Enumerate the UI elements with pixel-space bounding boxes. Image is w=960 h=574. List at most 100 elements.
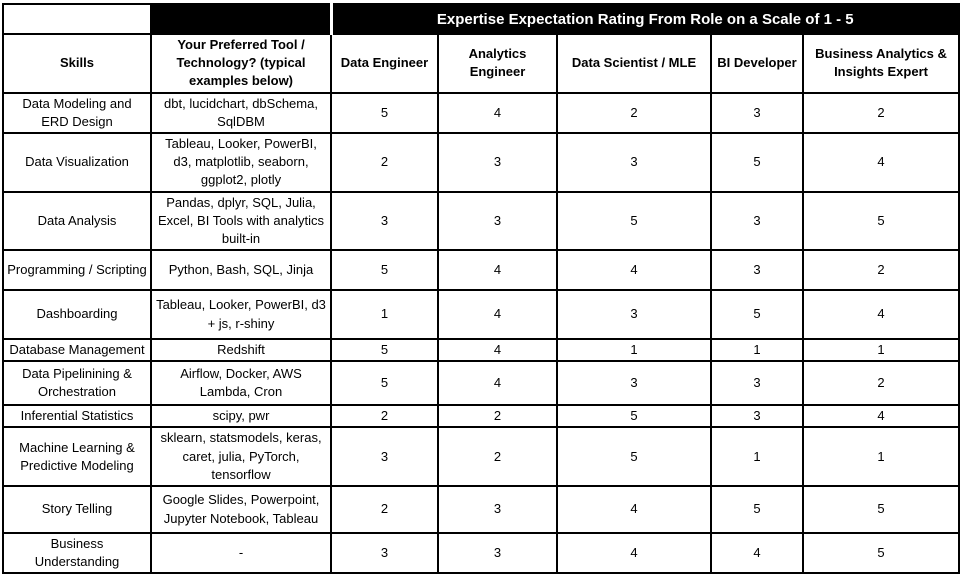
rating-cell: 4 [801, 289, 960, 341]
rating-cell: 3 [330, 426, 439, 487]
tool-cell: sklearn, statsmodels, keras, caret, juli… [150, 426, 332, 487]
rating-cell: 5 [556, 404, 712, 429]
rating-cell: 2 [330, 485, 439, 534]
rating-cell: 5 [801, 485, 960, 534]
rating-cell: 5 [710, 485, 804, 534]
rating-cell: 4 [801, 404, 960, 429]
rating-cell: 4 [437, 338, 558, 363]
rating-cell: 2 [801, 360, 960, 407]
rating-cell: 1 [801, 338, 960, 363]
tool-cell: Google Slides, Powerpoint, Jupyter Noteb… [150, 485, 332, 534]
rating-cell: 3 [330, 531, 439, 574]
rating-cell: 5 [710, 131, 804, 193]
table-row: Database Management Redshift 5 4 1 1 1 [2, 338, 960, 363]
rating-cell: 3 [437, 190, 558, 252]
column-header-role-business-analytics: Business Analytics & Insights Expert [801, 33, 960, 94]
rating-cell: 2 [330, 131, 439, 193]
rating-cell: 2 [801, 91, 960, 134]
table-row: Data Pipelinining & Orchestration Airflo… [2, 360, 960, 407]
column-header-skills: Skills [2, 33, 152, 94]
rating-cell: 2 [437, 404, 558, 429]
expertise-rating-table: Expertise Expectation Rating From Role o… [2, 3, 960, 574]
column-header-role-bi-developer: BI Developer [710, 33, 804, 94]
skill-cell: Business Understanding [2, 531, 152, 574]
column-header-role-data-scientist-mle: Data Scientist / MLE [556, 33, 712, 94]
rating-cell: 4 [437, 249, 558, 292]
rating-cell: 4 [710, 531, 804, 574]
tool-cell: Pandas, dplyr, SQL, Julia, Excel, BI Too… [150, 190, 332, 252]
rating-cell: 4 [437, 91, 558, 134]
banner-title: Expertise Expectation Rating From Role o… [329, 3, 960, 35]
rating-cell: 5 [330, 249, 439, 292]
banner-filler-cell [150, 3, 332, 35]
table-row: Data Modeling and ERD Design dbt, lucidc… [2, 91, 960, 134]
column-header-role-analytics-engineer: Analytics Engineer [437, 33, 558, 94]
rating-cell: 4 [556, 249, 712, 292]
rating-cell: 1 [801, 426, 960, 487]
table-row: Business Understanding - 3 3 4 4 5 [2, 531, 960, 574]
column-header-tool: Your Preferred Tool / Technology? (typic… [150, 33, 332, 94]
skill-cell: Inferential Statistics [2, 404, 152, 429]
skill-cell: Story Telling [2, 485, 152, 534]
skill-cell: Data Visualization [2, 131, 152, 193]
rating-cell: 1 [556, 338, 712, 363]
skill-cell: Database Management [2, 338, 152, 363]
tool-cell: Airflow, Docker, AWS Lambda, Cron [150, 360, 332, 407]
table-row: Programming / Scripting Python, Bash, SQ… [2, 249, 960, 292]
rating-cell: 3 [437, 485, 558, 534]
table-row: Dashboarding Tableau, Looker, PowerBI, d… [2, 289, 960, 341]
rating-cell: 2 [801, 249, 960, 292]
skill-cell: Data Pipelinining & Orchestration [2, 360, 152, 407]
table-row: Machine Learning & Predictive Modeling s… [2, 426, 960, 487]
tool-cell: Tableau, Looker, PowerBI, d3, matplotlib… [150, 131, 332, 193]
rating-cell: 4 [437, 360, 558, 407]
rating-cell: 5 [330, 91, 439, 134]
banner-row: Expertise Expectation Rating From Role o… [2, 3, 960, 35]
tool-cell: - [150, 531, 332, 574]
rating-cell: 5 [556, 190, 712, 252]
rating-cell: 3 [556, 131, 712, 193]
column-header-row: Skills Your Preferred Tool / Technology?… [2, 33, 960, 94]
column-header-role-data-engineer: Data Engineer [330, 33, 439, 94]
tool-cell: dbt, lucidchart, dbSchema, SqlDBM [150, 91, 332, 134]
skill-cell: Data Modeling and ERD Design [2, 91, 152, 134]
rating-cell: 4 [437, 289, 558, 341]
rating-cell: 3 [710, 190, 804, 252]
tool-cell: Python, Bash, SQL, Jinja [150, 249, 332, 292]
rating-cell: 4 [801, 131, 960, 193]
rating-cell: 3 [710, 360, 804, 407]
rating-cell: 5 [801, 190, 960, 252]
table-row: Inferential Statistics scipy, pwr 2 2 5 … [2, 404, 960, 429]
tool-cell: scipy, pwr [150, 404, 332, 429]
rating-cell: 5 [556, 426, 712, 487]
skill-cell: Programming / Scripting [2, 249, 152, 292]
table-row: Story Telling Google Slides, Powerpoint,… [2, 485, 960, 534]
rating-cell: 5 [710, 289, 804, 341]
skill-cell: Data Analysis [2, 190, 152, 252]
rating-cell: 5 [801, 531, 960, 574]
rating-cell: 3 [710, 249, 804, 292]
rating-cell: 2 [330, 404, 439, 429]
rating-cell: 3 [437, 131, 558, 193]
rating-cell: 5 [330, 338, 439, 363]
skill-cell: Dashboarding [2, 289, 152, 341]
rating-cell: 2 [556, 91, 712, 134]
rating-cell: 1 [710, 338, 804, 363]
tool-cell: Redshift [150, 338, 332, 363]
rating-cell: 3 [330, 190, 439, 252]
rating-cell: 1 [710, 426, 804, 487]
rating-cell: 3 [437, 531, 558, 574]
table-row: Data Analysis Pandas, dplyr, SQL, Julia,… [2, 190, 960, 252]
rating-cell: 3 [556, 289, 712, 341]
skill-cell: Machine Learning & Predictive Modeling [2, 426, 152, 487]
rating-cell: 4 [556, 485, 712, 534]
corner-empty-cell [2, 3, 152, 35]
rating-cell: 2 [437, 426, 558, 487]
rating-cell: 3 [710, 404, 804, 429]
rating-cell: 3 [556, 360, 712, 407]
tool-cell: Tableau, Looker, PowerBI, d3 + js, r-shi… [150, 289, 332, 341]
rating-cell: 5 [330, 360, 439, 407]
rating-cell: 4 [556, 531, 712, 574]
rating-cell: 1 [330, 289, 439, 341]
rating-cell: 3 [710, 91, 804, 134]
